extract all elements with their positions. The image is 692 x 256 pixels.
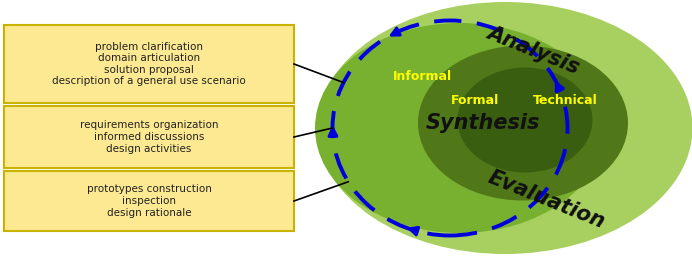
Text: Analysis: Analysis xyxy=(484,23,582,78)
FancyBboxPatch shape xyxy=(4,171,294,231)
Text: requirements organization
informed discussions
design activities: requirements organization informed discu… xyxy=(80,120,218,154)
FancyBboxPatch shape xyxy=(4,106,294,168)
Ellipse shape xyxy=(418,46,628,200)
Text: Technical: Technical xyxy=(533,93,597,106)
Ellipse shape xyxy=(318,2,692,254)
FancyBboxPatch shape xyxy=(4,25,294,103)
Text: Informal: Informal xyxy=(392,69,452,82)
Text: Synthesis: Synthesis xyxy=(426,113,540,133)
Ellipse shape xyxy=(457,68,592,173)
Text: Evaluation: Evaluation xyxy=(486,167,608,233)
Text: problem clarification
domain articulation
solution proposal
description of a gen: problem clarification domain articulatio… xyxy=(52,41,246,87)
Text: prototypes construction
inspection
design rationale: prototypes construction inspection desig… xyxy=(86,184,212,218)
Text: Formal: Formal xyxy=(451,93,499,106)
Ellipse shape xyxy=(315,23,605,233)
